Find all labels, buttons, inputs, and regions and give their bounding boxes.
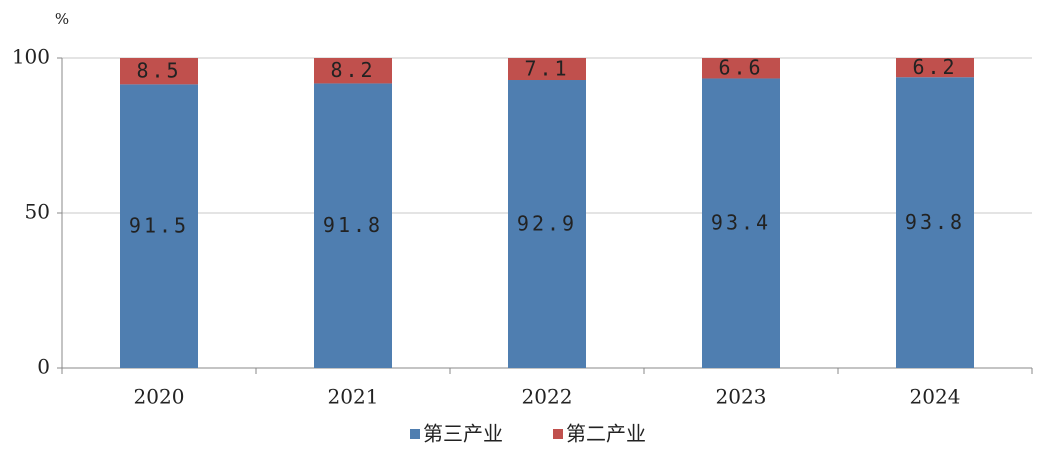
x-tick-label: 2022 (522, 385, 573, 409)
y-tick-label: 0 (37, 355, 50, 379)
value-label: 92.9 (517, 212, 577, 236)
y-tick-label: 50 (25, 200, 50, 224)
value-label: 91.8 (323, 213, 383, 237)
x-tick-label: 2024 (910, 385, 961, 409)
value-label: 91.5 (129, 214, 189, 238)
bar-segment (896, 58, 974, 78)
value-label: 6.2 (912, 55, 957, 79)
value-label: 93.4 (711, 211, 771, 235)
y-axis-label: % (55, 10, 69, 28)
bar-segment (120, 58, 198, 85)
legend-marker (553, 429, 563, 439)
value-label: 8.5 (136, 59, 181, 83)
x-tick-label: 2021 (328, 385, 379, 409)
legend-label: 第二产业 (566, 422, 646, 446)
bar-segment (314, 83, 392, 369)
x-tick-label: 2020 (134, 385, 185, 409)
value-label: 7.1 (524, 57, 569, 81)
bar-segment (314, 58, 392, 84)
bar-segment (896, 77, 974, 368)
bar-segment (508, 80, 586, 368)
legend-marker (410, 429, 420, 439)
bar-segment (120, 84, 198, 368)
legend-label: 第三产业 (423, 422, 503, 446)
x-tick-label: 2023 (716, 385, 767, 409)
value-label: 93.8 (905, 210, 965, 234)
bar-segment (508, 58, 586, 81)
bar-segment (702, 78, 780, 369)
value-label: 8.2 (330, 58, 375, 82)
y-tick-label: 100 (12, 45, 50, 69)
value-label: 6.6 (718, 56, 763, 80)
bar-segment (702, 58, 780, 79)
